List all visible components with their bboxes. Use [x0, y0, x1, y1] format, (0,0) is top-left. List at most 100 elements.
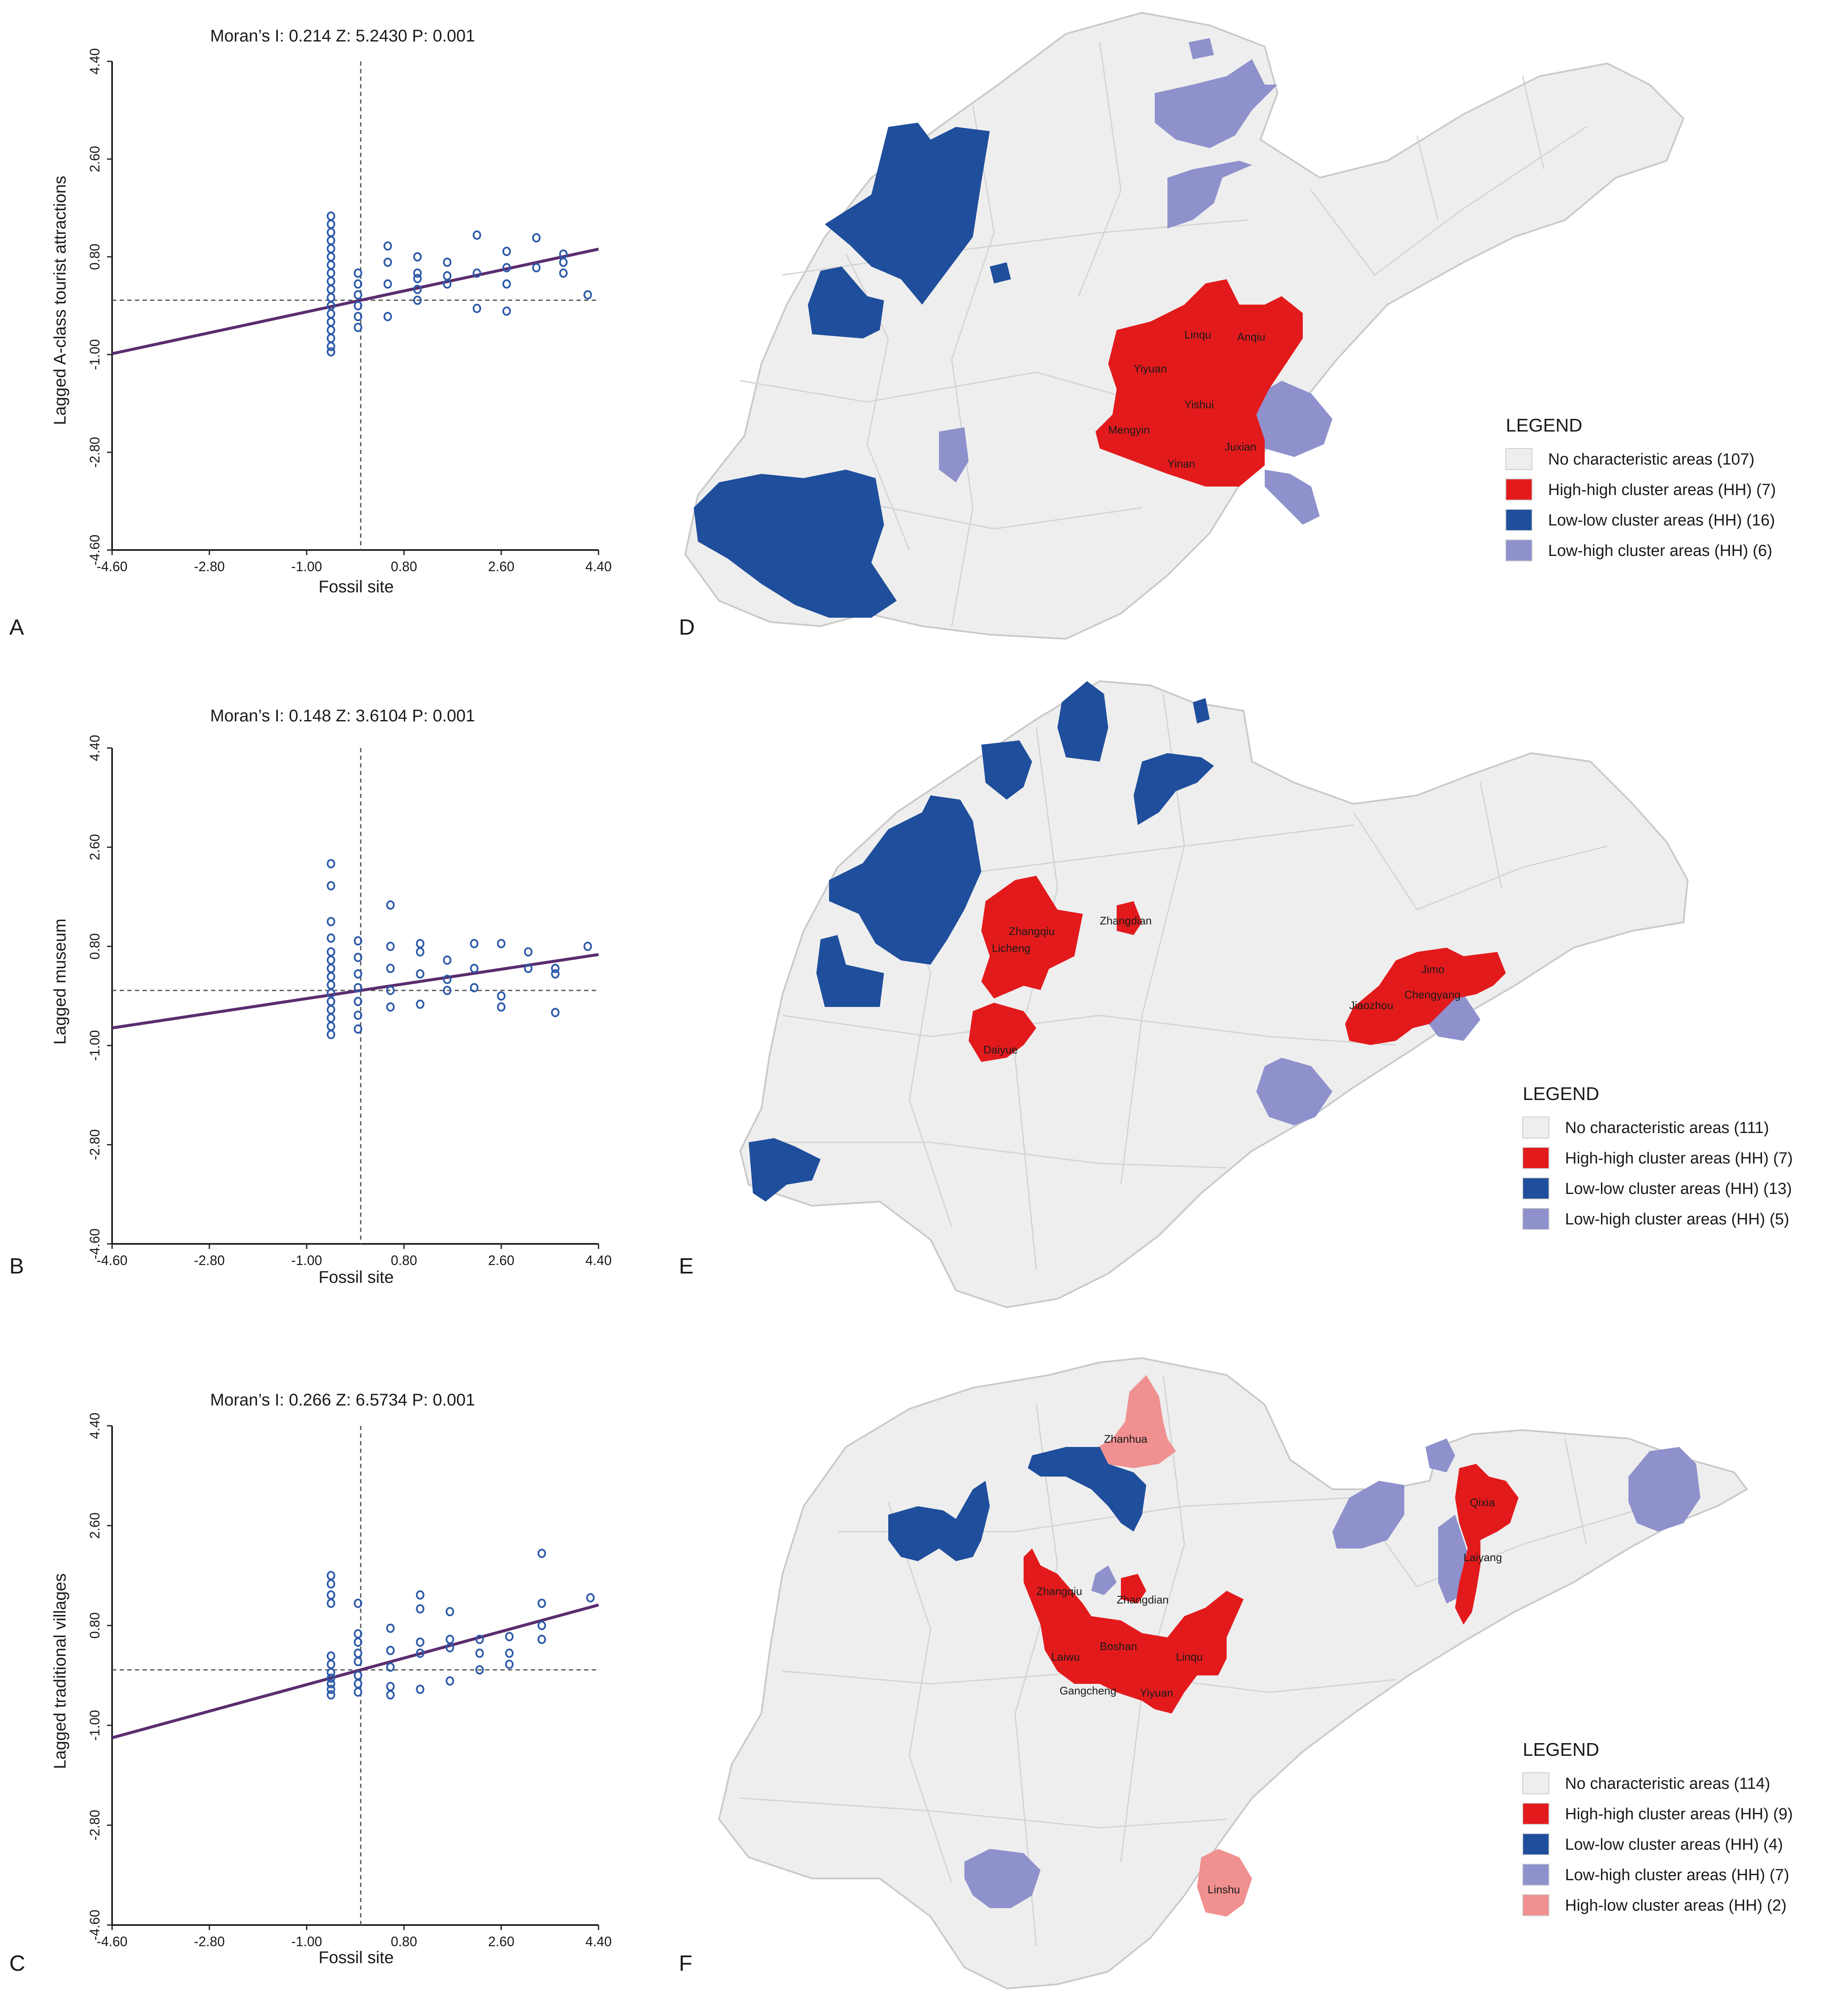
data-point-b — [416, 939, 425, 949]
data-point-c — [586, 1593, 595, 1603]
x-axis-label-a: Fossil site — [319, 578, 394, 596]
y-tick-label-c: -1.00 — [87, 1710, 102, 1741]
data-point-b — [327, 933, 335, 943]
data-point-a — [327, 285, 335, 294]
map-label-zhangdian-e: Zhangdian — [1100, 914, 1152, 927]
data-point-b — [327, 963, 335, 973]
data-point-a — [502, 279, 511, 289]
y-tick-label-b: -2.80 — [87, 1129, 102, 1160]
x-tick-label-c: 4.40 — [585, 1934, 612, 1949]
data-point-a — [327, 309, 335, 319]
data-point-a — [327, 333, 335, 343]
lh-region-e-2 — [1256, 1058, 1332, 1125]
province-shape-e — [739, 680, 1689, 1309]
cluster-regions-d — [694, 38, 1332, 618]
ll-region-d-4 — [694, 470, 897, 618]
legend-title-f: LEGEND — [1523, 1739, 1599, 1760]
data-point-b — [416, 999, 425, 1009]
data-point-c — [327, 1673, 335, 1683]
data-point-a — [327, 317, 335, 327]
map-label-qixia-f: Qixia — [1470, 1496, 1495, 1509]
ll-region-e-1 — [829, 795, 981, 965]
legend-label-hh-e: High-high cluster areas (HH) (7) — [1565, 1150, 1793, 1167]
ll-region-e-7 — [749, 1138, 821, 1202]
data-point-c — [386, 1682, 395, 1691]
x-tick-label-b: -2.80 — [194, 1253, 225, 1268]
map-label-mengyin-d: Mengyin — [1108, 424, 1150, 436]
data-point-c — [445, 1607, 454, 1617]
map-label-yinan-d: Yinan — [1167, 457, 1195, 470]
data-point-a — [443, 279, 452, 289]
legend-title-e: LEGEND — [1523, 1084, 1599, 1104]
data-point-a — [327, 236, 335, 245]
data-point-b — [443, 974, 452, 984]
data-point-a — [354, 312, 362, 322]
map-panel-f: Zhanhua Qixia Laiyang Zhangqiu Zhangdian… — [679, 1357, 1793, 1990]
map-label-yiyuan-d: Yiyuan — [1134, 362, 1167, 375]
data-point-b — [470, 939, 479, 949]
legend-swatch-hh-d — [1505, 479, 1532, 501]
data-point-b — [524, 963, 533, 973]
legend-label-no_char-f: No characteristic areas (114) — [1565, 1775, 1770, 1793]
data-point-a — [327, 276, 335, 286]
data-point-b — [386, 900, 395, 910]
data-point-c — [354, 1679, 362, 1689]
map-labels-e: Zhangdian Zhangqiu Licheng Daiyue Jimo C… — [983, 914, 1461, 1056]
data-point-c — [505, 1648, 514, 1658]
data-point-b — [416, 947, 425, 957]
data-point-a — [472, 230, 481, 240]
hl-region-f-2 — [1197, 1849, 1252, 1917]
data-point-a — [383, 257, 392, 267]
moran-title-c: Moran’s I: 0.266 Z: 6.5734 P: 0.001 — [210, 1391, 475, 1409]
x-tick-label-a: -2.80 — [194, 559, 225, 574]
lh-region-d-4 — [939, 427, 969, 482]
legend-label-lh-d: Low-high cluster areas (HH) (6) — [1548, 542, 1772, 560]
map-label-zhanhua-f: Zhanhua — [1104, 1433, 1148, 1445]
data-point-c — [416, 1648, 425, 1658]
plot-area-b: -4.60 -2.80 -1.00 0.80 2.60 4.40 -4.60 -2.80 -1.… — [87, 735, 612, 1268]
data-point-b — [551, 963, 560, 973]
x-axis-label-c: Fossil site — [319, 1948, 394, 1967]
data-point-c — [537, 1621, 546, 1630]
data-point-a — [327, 252, 335, 261]
data-point-b — [524, 947, 533, 957]
legend-swatch-lh-e — [1522, 1208, 1549, 1230]
data-point-c — [327, 1651, 335, 1661]
data-point-a — [383, 241, 392, 251]
x-tick-label-c: -1.00 — [291, 1934, 322, 1949]
data-point-c — [327, 1684, 335, 1694]
data-point-c — [327, 1598, 335, 1608]
map-label-gangcheng-f: Gangcheng — [1060, 1684, 1116, 1697]
legend-label-ll-d: Low-low cluster areas (HH) (16) — [1548, 512, 1775, 529]
legend-swatch-no_char-d — [1505, 448, 1532, 470]
data-point-c — [327, 1659, 335, 1669]
map-label-zhangqiu-e: Zhangqiu — [1009, 925, 1054, 938]
hh-region-e-3 — [1117, 901, 1142, 935]
scatter-panel-b: Moran’s I: 0.148 Z: 3.6104 P: 0.001 -4.6… — [9, 707, 612, 1287]
hh-region-e-1 — [981, 876, 1083, 998]
map-label-zhangdian-f: Zhangdian — [1117, 1593, 1169, 1606]
data-point-b — [327, 972, 335, 982]
y-axis-label-c: Lagged traditional villages — [51, 1573, 69, 1769]
data-point-a — [413, 268, 422, 278]
x-tick-label-b: -1.00 — [291, 1253, 322, 1268]
data-point-c — [354, 1598, 362, 1608]
legend-label-hh-f: High-high cluster areas (HH) (9) — [1565, 1805, 1793, 1823]
lh-region-d-2 — [1155, 59, 1277, 148]
map-label-yishui-d: Yishui — [1184, 398, 1214, 411]
data-point-c — [445, 1676, 454, 1686]
data-point-b — [354, 936, 362, 946]
map-label-jiaozhou-e: Jiaozhou — [1349, 999, 1393, 1012]
map-label-juxian-d: Juxian — [1225, 440, 1256, 453]
map-label-anqiu-d: Anqiu — [1237, 330, 1266, 343]
legend-swatch-lh-d — [1505, 539, 1532, 561]
data-point-c — [386, 1646, 395, 1655]
map-label-linshu-f: Linshu — [1208, 1883, 1240, 1896]
legend-label-hh-d: High-high cluster areas (HH) (7) — [1548, 481, 1776, 499]
data-point-b — [327, 1005, 335, 1015]
panel-letter-a: A — [9, 615, 24, 640]
data-point-a — [532, 263, 541, 272]
data-point-a — [354, 268, 362, 278]
cluster-regions-f — [888, 1375, 1700, 1917]
data-point-a — [472, 268, 481, 278]
